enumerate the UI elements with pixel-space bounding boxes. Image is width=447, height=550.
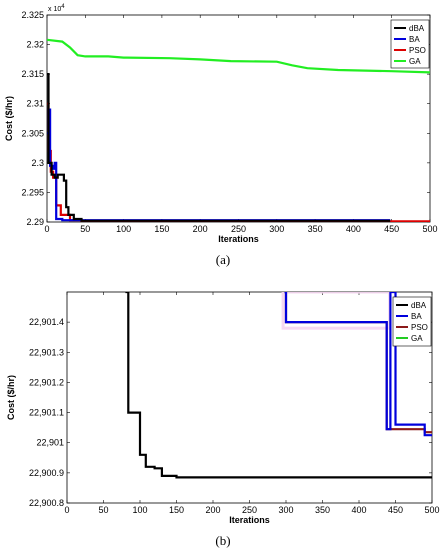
x-tick-label: 100 (132, 505, 147, 515)
legend-label-dba: dBA (411, 301, 427, 310)
panel-caption: (a) (216, 252, 230, 267)
x-tick-label: 200 (205, 505, 220, 515)
x-tick-label: 0 (64, 505, 69, 515)
series-line-dba (125, 292, 432, 479)
y-tick-label: 22,900.9 (29, 468, 64, 478)
y-tick-label: 2.305 (21, 128, 44, 138)
y-axis-exponent-label: x 104 (48, 4, 65, 13)
legend-label-pso: PSO (409, 46, 426, 55)
x-tick-label: 300 (269, 224, 284, 234)
x-tick-label: 300 (278, 505, 293, 515)
legend-label-ba: BA (409, 35, 420, 44)
y-tick-label: 2.295 (21, 187, 44, 197)
plot-frame (66, 291, 433, 504)
y-tick-label: 22,901 (36, 438, 64, 448)
legend-label-pso: PSO (411, 323, 428, 332)
x-axis-label: Iterations (229, 515, 270, 525)
x-tick-label: 450 (388, 505, 403, 515)
x-tick-label: 50 (80, 224, 90, 234)
x-tick-label: 50 (98, 505, 108, 515)
x-tick-label: 0 (44, 224, 49, 234)
legend-label-ba: BA (411, 312, 422, 321)
y-tick-label: 2.29 (26, 217, 44, 227)
x-tick-label: 250 (231, 224, 246, 234)
series-line-ba (284, 292, 432, 437)
y-tick-label: 2.325 (21, 10, 44, 20)
chart-panel-a: 0 50 100 150 200 250 300 350 400 450 500 2.29 2.295 2… (4, 4, 438, 267)
y-axis-label: Cost ($/hr) (6, 375, 16, 420)
legend-label-ga: GA (411, 334, 423, 343)
x-tick-label: 450 (384, 224, 399, 234)
legend-label-ga: GA (409, 57, 421, 66)
series-line-dba (47, 73, 391, 222)
plot-frame (46, 14, 431, 223)
chart-panel-b: 0 50 100 150 200 250 300 350 400 450 500 22,900.8 22… (6, 291, 440, 548)
x-tick-label: 350 (315, 505, 330, 515)
y-axis-label: Cost ($/hr) (4, 96, 14, 141)
x-tick-label: 500 (422, 224, 437, 234)
y-axis-exponent-power: 4 (61, 4, 65, 10)
x-tick-label: 400 (351, 505, 366, 515)
y-tick-label: 2.3 (31, 158, 44, 168)
y-tick-label: 2.31 (26, 99, 44, 109)
y-tick-label: 2.315 (21, 69, 44, 79)
x-axis-label: Iterations (218, 234, 259, 244)
x-tick-label: 200 (193, 224, 208, 234)
y-tick-label: 22,900.8 (29, 498, 64, 508)
x-tick-label: 500 (424, 505, 439, 515)
x-tick-label: 150 (169, 505, 184, 515)
panel-caption: (b) (215, 533, 230, 548)
series-line-ga (47, 38, 430, 74)
x-tick-label: 350 (308, 224, 323, 234)
legend-label-dba: dBA (409, 24, 425, 33)
y-tick-label: 22,901.3 (29, 347, 64, 357)
y-tick-label: 22,901.4 (29, 317, 64, 327)
y-tick-label: 22,901.1 (29, 408, 64, 418)
x-tick-label: 400 (346, 224, 361, 234)
x-tick-label: 150 (154, 224, 169, 234)
y-tick-label: 2.32 (26, 40, 44, 50)
x-tick-label: 100 (116, 224, 131, 234)
x-tick-label: 250 (242, 505, 257, 515)
y-tick-label: 22,901.2 (29, 377, 64, 387)
